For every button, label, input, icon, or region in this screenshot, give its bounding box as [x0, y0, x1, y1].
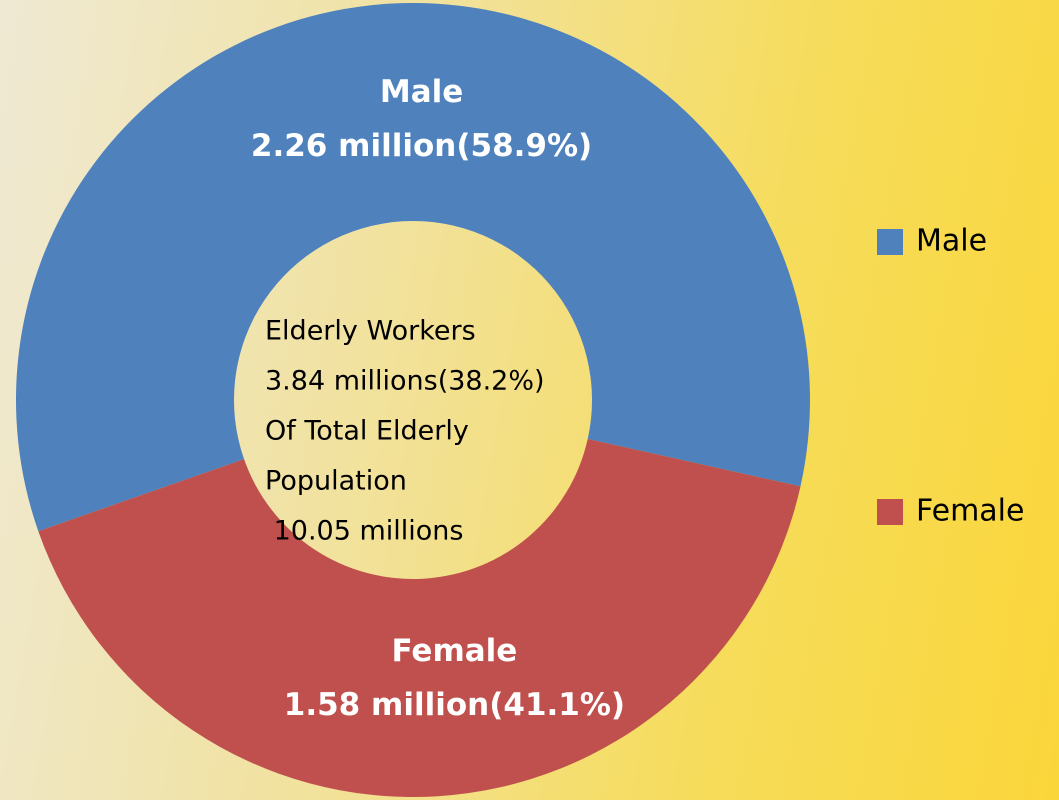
- data-label: 1.58 million(41.1%): [284, 687, 625, 723]
- center-text: 10.05 millions: [265, 516, 463, 547]
- legend-label: Female: [916, 494, 1024, 529]
- slice-name-label: Female: [392, 633, 518, 669]
- center-text: 3.84 millions(38.2%): [265, 366, 545, 397]
- center-text: Elderly Workers: [265, 316, 476, 347]
- chart: Male 2.26 million(58.9%) Female 1.58 millio…: [0, 0, 1059, 800]
- slice-name-label: Male: [380, 74, 463, 110]
- legend-swatch: [877, 229, 903, 255]
- donut-slice: [38, 439, 800, 797]
- center-text: Population: [265, 466, 407, 497]
- legend-label: Male: [916, 224, 987, 259]
- center-text: Of Total Elderly: [265, 416, 469, 447]
- data-label: 2.26 million(58.9%): [251, 128, 592, 164]
- legend-swatch: [877, 499, 903, 525]
